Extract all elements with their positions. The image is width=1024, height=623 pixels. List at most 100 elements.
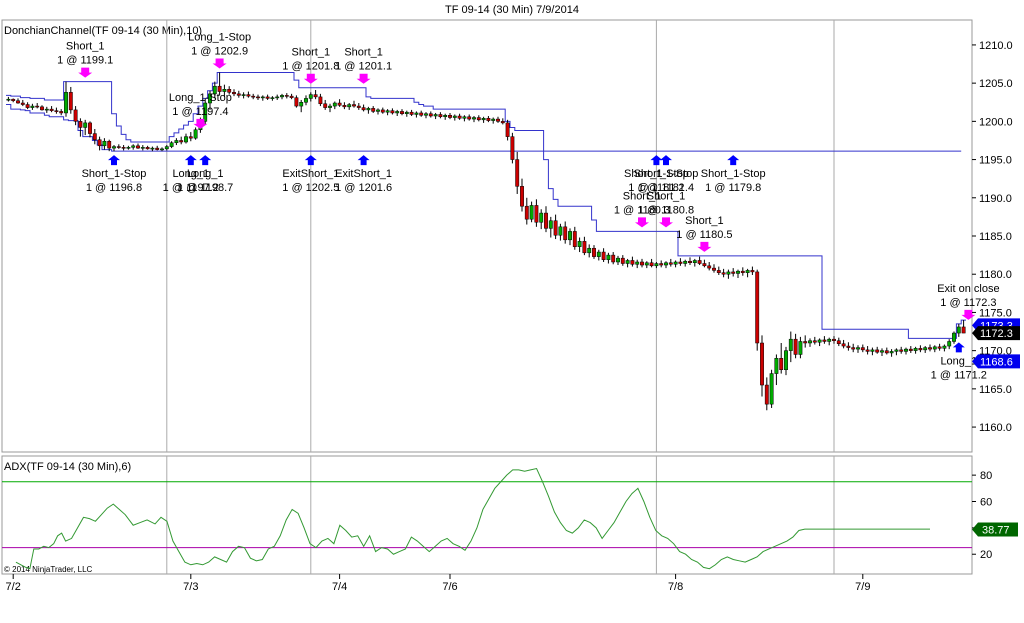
candle xyxy=(193,127,198,140)
candle-body xyxy=(16,100,20,104)
candle xyxy=(203,98,208,125)
trade-label: Short_1 xyxy=(685,215,724,227)
candle-body xyxy=(188,136,193,139)
candle xyxy=(472,116,476,123)
candle xyxy=(664,261,668,269)
candle xyxy=(592,245,596,259)
candle xyxy=(251,93,256,100)
candle-body xyxy=(380,109,385,113)
candle-body xyxy=(68,92,73,111)
candle xyxy=(841,339,846,349)
candle xyxy=(875,346,880,354)
trade-marker: Short_1 1 @ 1199.1 xyxy=(57,41,113,78)
trade-marker: Short_1 1 @ 1180.3 xyxy=(614,190,670,228)
candle-body xyxy=(678,261,683,264)
candle-body xyxy=(203,102,208,122)
candle-body xyxy=(568,231,572,241)
candle xyxy=(673,260,678,268)
candle-body xyxy=(692,260,697,264)
adx-tick-label: 20 xyxy=(980,549,992,561)
candle-body xyxy=(280,95,284,98)
candle xyxy=(30,103,35,110)
candle-body xyxy=(236,93,241,96)
candle-body xyxy=(390,110,395,114)
short-arrow-icon xyxy=(212,58,227,69)
trade-label: Short_1 xyxy=(623,190,662,202)
candle-body xyxy=(337,102,342,106)
candle xyxy=(697,256,702,266)
candle xyxy=(563,221,568,244)
candle xyxy=(635,259,640,269)
candle-body xyxy=(894,349,899,352)
candle-body xyxy=(457,115,462,119)
candle xyxy=(73,106,78,126)
candle xyxy=(160,147,164,152)
candle-body xyxy=(107,140,112,149)
candle xyxy=(913,346,918,354)
adx-panel xyxy=(1,455,973,575)
candle xyxy=(44,106,49,113)
price-label-box xyxy=(972,326,1020,341)
candle-body xyxy=(270,97,275,99)
candle-body xyxy=(592,247,596,257)
candle xyxy=(241,92,246,99)
candle xyxy=(313,90,318,100)
candle-body xyxy=(409,111,414,115)
candle xyxy=(380,107,385,114)
candle xyxy=(390,108,395,115)
candle-body xyxy=(572,231,577,247)
candle xyxy=(707,261,712,271)
candle-body xyxy=(779,358,784,370)
candle-body xyxy=(486,118,491,121)
price-tick-label: 1165.0 xyxy=(979,384,1012,396)
candle xyxy=(227,86,232,95)
x-tick-label: 7/6 xyxy=(442,581,457,593)
candle-body xyxy=(788,338,793,351)
candle xyxy=(505,119,510,141)
short-arrow-icon xyxy=(961,309,976,320)
candle-body xyxy=(241,94,246,96)
candle xyxy=(822,336,827,344)
candle-body xyxy=(774,358,779,374)
candle xyxy=(798,336,803,359)
candle-body xyxy=(385,110,390,113)
candle xyxy=(323,99,328,110)
candle-body xyxy=(97,139,102,147)
candle xyxy=(510,132,515,164)
candle-body xyxy=(668,262,673,265)
candle xyxy=(515,151,520,194)
candle-body xyxy=(49,108,54,111)
candle xyxy=(270,96,275,101)
candle-body xyxy=(640,261,644,266)
price-label-text: 1172.3 xyxy=(980,328,1013,340)
candle xyxy=(606,252,611,264)
trade-sub: 1 @ 1197.4 xyxy=(172,106,228,118)
candle xyxy=(678,258,683,266)
adx-tick-label: 60 xyxy=(980,497,992,509)
candle-body xyxy=(755,271,760,344)
trade-label: Short_1-Stop xyxy=(82,168,147,180)
candle xyxy=(136,143,140,149)
candle xyxy=(188,132,193,142)
trade-label: Short_1 xyxy=(292,47,331,59)
candle xyxy=(337,99,342,107)
candle-body xyxy=(121,147,126,149)
candle xyxy=(284,93,289,99)
trade-label: ExitShort_1 xyxy=(282,168,339,180)
candle xyxy=(332,101,337,110)
trade-marker: Long_1 1 @ 1171.2 xyxy=(931,342,987,381)
candle-body xyxy=(414,112,419,115)
candle xyxy=(64,81,68,117)
trade-sub: 1 @ 1180.5 xyxy=(676,229,732,241)
candle-body xyxy=(419,112,424,116)
candle-body xyxy=(246,94,251,97)
candle xyxy=(366,106,371,114)
candle-body xyxy=(870,349,875,352)
candle xyxy=(808,338,812,347)
candle-body xyxy=(208,93,212,104)
candle-body xyxy=(88,122,92,134)
candle-body xyxy=(596,251,601,257)
x-tick-label: 7/9 xyxy=(855,581,870,593)
candle-body xyxy=(654,263,659,267)
candle-body xyxy=(880,350,884,353)
